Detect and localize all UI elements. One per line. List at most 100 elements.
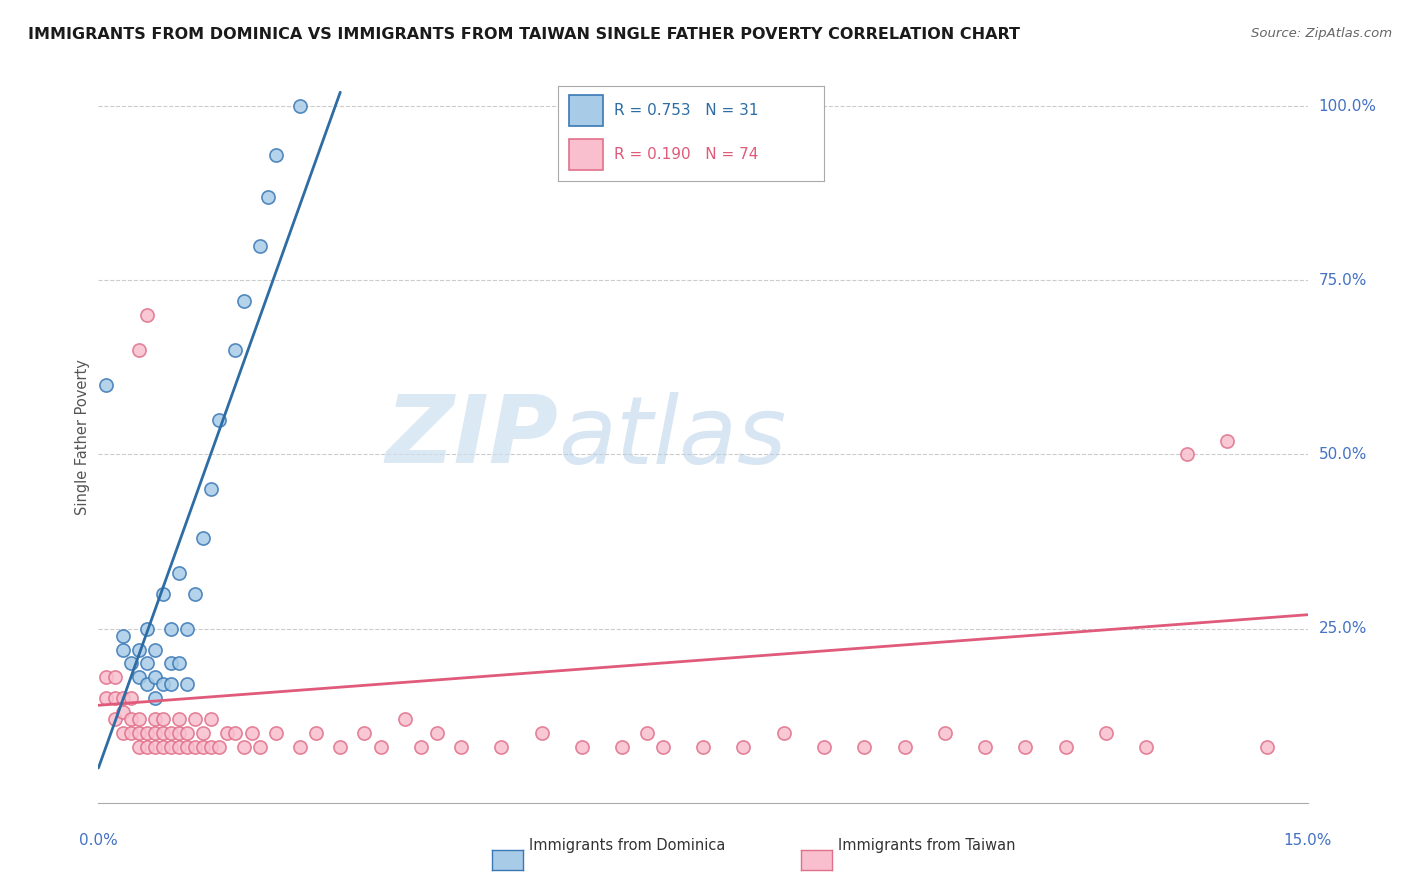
Point bbox=[96, 691, 118, 706]
Point bbox=[893, 740, 915, 755]
Point bbox=[651, 740, 673, 755]
Point bbox=[160, 657, 183, 671]
Point bbox=[128, 670, 150, 684]
Point bbox=[167, 566, 190, 580]
Point bbox=[450, 740, 472, 755]
Point bbox=[120, 657, 142, 671]
Point bbox=[143, 670, 166, 684]
Point bbox=[96, 377, 118, 392]
Point bbox=[128, 343, 150, 357]
Point bbox=[143, 691, 166, 706]
Point bbox=[571, 740, 593, 755]
Point bbox=[200, 483, 222, 497]
Point bbox=[329, 740, 352, 755]
Point bbox=[426, 726, 449, 740]
Point bbox=[249, 238, 271, 252]
Point bbox=[1256, 740, 1278, 755]
Point bbox=[530, 726, 553, 740]
Point bbox=[353, 726, 375, 740]
Point bbox=[111, 691, 134, 706]
Point bbox=[128, 740, 150, 755]
Point bbox=[1216, 434, 1239, 448]
Text: 25.0%: 25.0% bbox=[1319, 621, 1367, 636]
Point bbox=[111, 629, 134, 643]
Point bbox=[167, 726, 190, 740]
Point bbox=[208, 412, 231, 426]
Point bbox=[143, 712, 166, 726]
Point bbox=[692, 740, 714, 755]
Point bbox=[135, 622, 157, 636]
Text: Immigrants from Taiwan: Immigrants from Taiwan bbox=[838, 838, 1015, 853]
Point bbox=[176, 740, 198, 755]
Text: IMMIGRANTS FROM DOMINICA VS IMMIGRANTS FROM TAIWAN SINGLE FATHER POVERTY CORRELA: IMMIGRANTS FROM DOMINICA VS IMMIGRANTS F… bbox=[28, 27, 1021, 42]
Point bbox=[1095, 726, 1118, 740]
Point bbox=[111, 726, 134, 740]
Point bbox=[1054, 740, 1077, 755]
Text: 100.0%: 100.0% bbox=[1319, 99, 1376, 113]
Point bbox=[103, 691, 125, 706]
Point bbox=[160, 677, 183, 691]
Point bbox=[152, 677, 174, 691]
Point bbox=[264, 726, 287, 740]
Point bbox=[111, 705, 134, 719]
Point bbox=[409, 740, 432, 755]
Point bbox=[200, 712, 222, 726]
Text: 75.0%: 75.0% bbox=[1319, 273, 1367, 288]
Point bbox=[370, 740, 392, 755]
Point bbox=[143, 740, 166, 755]
Point bbox=[305, 726, 328, 740]
Point bbox=[1014, 740, 1036, 755]
Point bbox=[176, 622, 198, 636]
Point bbox=[264, 148, 287, 162]
Text: atlas: atlas bbox=[558, 392, 786, 483]
Point bbox=[143, 726, 166, 740]
Point bbox=[256, 190, 278, 204]
Point bbox=[167, 712, 190, 726]
Point bbox=[160, 740, 183, 755]
Point bbox=[135, 740, 157, 755]
Point bbox=[249, 740, 271, 755]
Point bbox=[733, 740, 755, 755]
Point bbox=[167, 740, 190, 755]
Text: 0.0%: 0.0% bbox=[79, 833, 118, 848]
Point bbox=[184, 587, 207, 601]
Point bbox=[240, 726, 263, 740]
Text: Immigrants from Dominica: Immigrants from Dominica bbox=[529, 838, 725, 853]
Point bbox=[167, 657, 190, 671]
Point bbox=[224, 726, 246, 740]
Point bbox=[103, 712, 125, 726]
Point bbox=[288, 99, 311, 113]
Point bbox=[120, 691, 142, 706]
Point bbox=[176, 726, 198, 740]
Point bbox=[813, 740, 835, 755]
Point bbox=[120, 712, 142, 726]
Point bbox=[491, 740, 513, 755]
Point bbox=[128, 642, 150, 657]
Point bbox=[184, 712, 207, 726]
Point bbox=[934, 726, 956, 740]
Point bbox=[1175, 448, 1198, 462]
Point bbox=[152, 712, 174, 726]
Point bbox=[853, 740, 876, 755]
Point bbox=[128, 712, 150, 726]
Point bbox=[612, 740, 634, 755]
Point bbox=[111, 642, 134, 657]
Point bbox=[135, 308, 157, 322]
Point bbox=[152, 587, 174, 601]
Point bbox=[135, 657, 157, 671]
Point bbox=[152, 740, 174, 755]
Point bbox=[193, 531, 215, 545]
Text: 50.0%: 50.0% bbox=[1319, 447, 1367, 462]
Point bbox=[232, 740, 254, 755]
Point bbox=[143, 642, 166, 657]
Point bbox=[96, 670, 118, 684]
Point bbox=[193, 740, 215, 755]
Text: ZIP: ZIP bbox=[385, 391, 558, 483]
Point bbox=[224, 343, 246, 357]
Point bbox=[184, 740, 207, 755]
Point bbox=[160, 622, 183, 636]
Y-axis label: Single Father Poverty: Single Father Poverty bbox=[75, 359, 90, 515]
Point bbox=[394, 712, 416, 726]
Point bbox=[120, 726, 142, 740]
Point bbox=[160, 726, 183, 740]
